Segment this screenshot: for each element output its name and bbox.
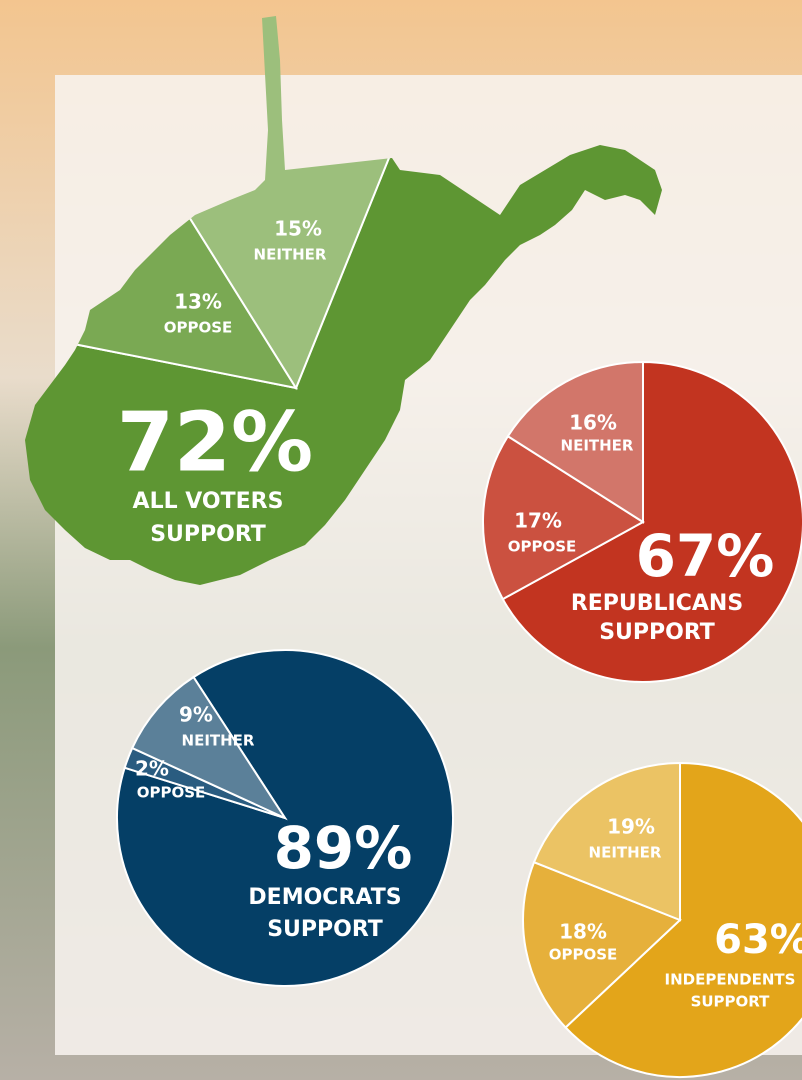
slice-label: NEITHER xyxy=(254,246,327,264)
slice-value: 15% xyxy=(274,217,322,241)
pie-slice xyxy=(130,675,288,821)
pie-chart xyxy=(482,360,802,683)
slice-label: NEITHER xyxy=(589,844,662,862)
slice-label: OPPOSE xyxy=(508,538,577,556)
slice-label: NEITHER xyxy=(561,437,634,455)
pie-chart xyxy=(522,761,802,1078)
slice-value: 16% xyxy=(569,411,617,435)
slice-value: 9% xyxy=(179,703,213,727)
slice-label: OPPOSE xyxy=(137,784,206,802)
group-title: INDEPENDENTS xyxy=(665,971,796,989)
pie-chart xyxy=(116,649,454,987)
support-value: 67% xyxy=(636,522,775,590)
pie-slice xyxy=(564,761,802,1078)
pie-slice xyxy=(506,360,644,524)
pie-slice xyxy=(116,649,454,987)
slice-value: 18% xyxy=(559,920,607,944)
support-label: SUPPORT xyxy=(267,917,383,942)
support-value: 63% xyxy=(714,917,802,963)
support-label: SUPPORT xyxy=(150,522,266,547)
group-title: REPUBLICANS xyxy=(571,591,743,616)
pie-slice xyxy=(482,434,645,601)
group-title: DEMOCRATS xyxy=(248,885,401,910)
support-label: SUPPORT xyxy=(691,993,771,1011)
slice-value: 19% xyxy=(607,815,655,839)
support-value: 89% xyxy=(274,814,413,882)
slice-label: NEITHER xyxy=(182,732,255,750)
support-value: 72% xyxy=(117,395,313,490)
slice-value: 13% xyxy=(174,290,222,314)
pie-slice xyxy=(532,761,681,922)
slice-value: 17% xyxy=(514,509,562,533)
group-title: ALL VOTERS xyxy=(133,489,284,514)
slice-label: OPPOSE xyxy=(549,946,618,964)
slice-label: OPPOSE xyxy=(164,319,233,337)
slice-value: 2% xyxy=(135,757,169,781)
support-label: SUPPORT xyxy=(599,620,715,645)
pie-slice xyxy=(522,860,682,1029)
pie-slice xyxy=(501,360,802,683)
